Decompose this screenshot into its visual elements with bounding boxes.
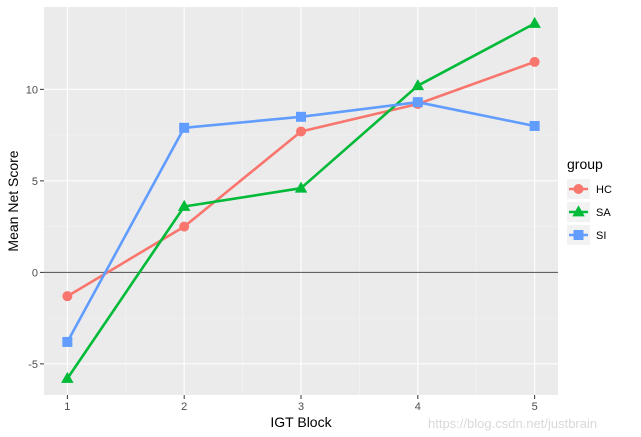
legend-keys: HC SA SI: [567, 179, 612, 245]
y-tick-label: -5: [28, 359, 38, 371]
x-tick-label: 1: [64, 401, 70, 413]
data-point-sa: [61, 371, 74, 383]
data-point-sa: [528, 16, 541, 28]
data-point-si: [62, 336, 73, 347]
y-axis: -5 0 5 10: [26, 84, 44, 371]
legend-marker-sa: [572, 205, 585, 217]
data-point-si: [529, 120, 540, 131]
x-tick-label: 3: [298, 401, 304, 413]
legend-title: group: [567, 156, 603, 172]
data-point-hc: [296, 126, 306, 137]
data-point-hc: [529, 56, 540, 67]
x-tick-label: 2: [181, 401, 187, 413]
x-tick-label: 5: [532, 401, 538, 413]
data-point-hc: [179, 221, 190, 232]
data-point-si: [412, 97, 423, 108]
x-axis-title: IGT Block: [270, 414, 332, 430]
data-point-sa: [294, 181, 308, 193]
legend-label-hc: HC: [596, 184, 612, 196]
y-tick-label: 10: [26, 84, 38, 96]
legend-marker-si: [573, 230, 584, 240]
y-axis-title: Mean Net Score: [5, 150, 21, 251]
legend-label-sa: SA: [596, 207, 611, 219]
data-point-sa: [177, 199, 191, 211]
series-layer: [61, 16, 541, 383]
data-point-si: [296, 111, 306, 122]
y-tick-label: 5: [32, 176, 38, 188]
y-tick-label: 0: [32, 267, 38, 279]
legend-label-si: SI: [596, 230, 606, 242]
x-axis: 1 2 3 4 5: [64, 395, 538, 413]
data-point-hc: [62, 291, 73, 302]
legend: group HC SA SI: [567, 156, 612, 245]
x-tick-label: 4: [415, 401, 421, 413]
data-point-sa: [411, 79, 425, 91]
watermark: https://blog.csdn.net/justbrain: [428, 416, 597, 431]
data-point-si: [179, 122, 190, 133]
legend-marker-hc: [573, 184, 584, 194]
